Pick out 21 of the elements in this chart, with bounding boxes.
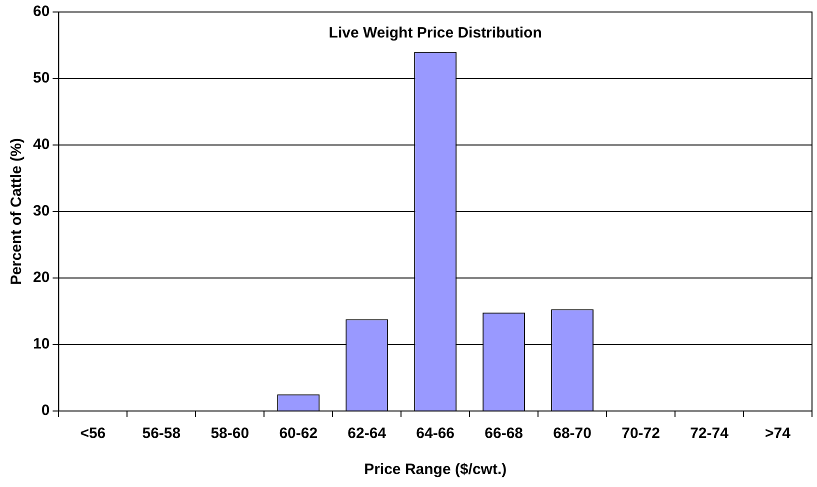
x-tick-label: 72-74: [690, 425, 730, 442]
y-tick-label: 30: [32, 202, 50, 220]
x-tick-label: 66-68: [484, 425, 524, 442]
x-tick-label: 60-62: [279, 425, 318, 442]
y-tick-label: 20: [32, 269, 50, 286]
y-tick-label: 60: [32, 3, 50, 20]
x-axis-title: Price Range ($/cwt.): [364, 461, 507, 478]
x-tick-label: 58-60: [210, 425, 250, 442]
x-tick-label: 68-70: [553, 425, 592, 442]
y-tick-label: 10: [32, 336, 50, 353]
x-tick-label: >74: [765, 425, 792, 442]
y-tick-label: 40: [32, 136, 50, 154]
x-tick-label: 62-64: [348, 425, 387, 442]
x-tick-label: <56: [80, 425, 106, 442]
text: Live Weight Price Distribution: [328, 24, 542, 42]
y-axis-title: Percent of Cattle (%): [8, 138, 26, 285]
x-tick-label: 56-58: [142, 425, 181, 442]
y-tick-label: 50: [32, 70, 50, 87]
y-tick-label: 0: [41, 402, 50, 420]
x-tick-label: 70-72: [622, 425, 660, 442]
x-tick-label: 64-66: [416, 425, 455, 442]
